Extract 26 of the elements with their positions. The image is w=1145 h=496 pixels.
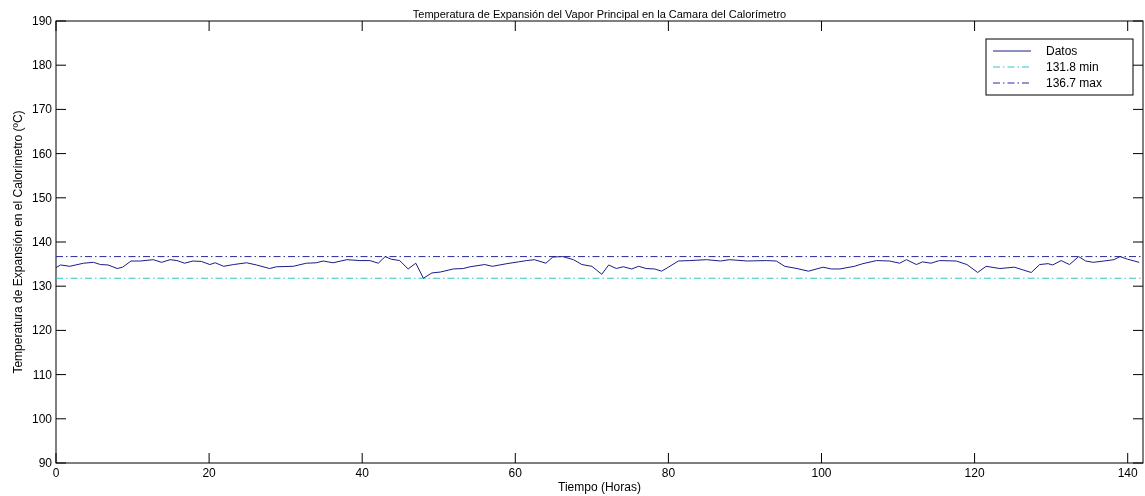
x-tick-label: 80 xyxy=(661,466,676,480)
chart-title: Temperatura de Expansión del Vapor Principal en la Camara del Calorímetro xyxy=(412,8,787,20)
line-series xyxy=(55,256,1140,279)
x-axis-title: Tiempo (Horas) xyxy=(558,480,641,494)
y-tick-label: 190 xyxy=(31,14,53,28)
x-tick-label: 140 xyxy=(1117,466,1139,480)
x-tick-label: 20 xyxy=(202,466,217,480)
legend-label: Datos xyxy=(1046,44,1078,58)
y-tick-label: 130 xyxy=(31,279,53,294)
x-tick-label: 0 xyxy=(52,466,60,480)
x-tick-label: 100 xyxy=(811,466,832,480)
x-tick-label: 40 xyxy=(355,466,370,480)
legend-label: 136.7 max xyxy=(1046,76,1103,90)
x-tick-label: 60 xyxy=(508,466,523,480)
x-tick-label: 120 xyxy=(964,466,985,480)
y-tick-label: 150 xyxy=(31,190,53,205)
y-tick-label: 90 xyxy=(38,456,53,470)
y-tick-label: 140 xyxy=(31,235,53,249)
y-axis-title: Temperatura de Expansión en el Calorímetro (ºC) xyxy=(11,110,25,374)
y-tick-label: 100 xyxy=(31,411,53,426)
y-tick-label: 120 xyxy=(31,323,53,338)
y-tick-label: 180 xyxy=(31,58,53,73)
legend-label: 131.8 min xyxy=(1046,60,1099,74)
y-tick-label: 110 xyxy=(32,367,53,382)
y-tick-label: 160 xyxy=(31,146,53,161)
y-tick-label: 170 xyxy=(31,102,53,117)
